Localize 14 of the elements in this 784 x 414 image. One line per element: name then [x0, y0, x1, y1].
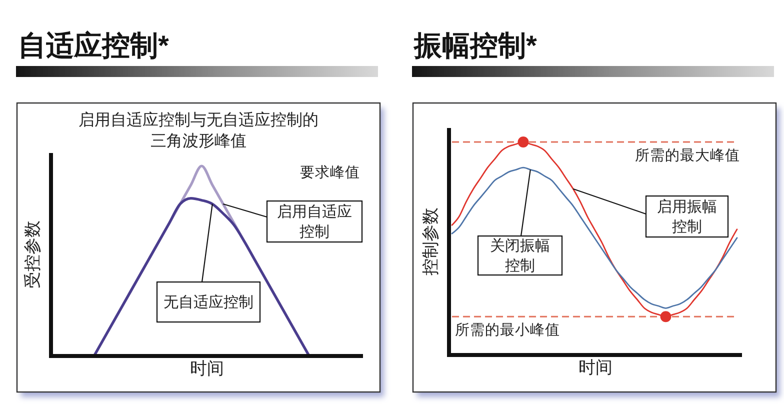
ref-line-label: 所需的最大峰值 [635, 147, 740, 164]
x-axis-title: 时间 [190, 359, 224, 378]
text: 关闭振幅控制 [490, 238, 550, 274]
chart-subtitle: 启用自适应控制与无自适应控制的三角波形峰值 [78, 111, 318, 150]
y-axis-title: 控制参数 [421, 208, 440, 276]
ref-line-label: 所需的最小峰值 [455, 322, 560, 339]
chart-title: 振幅控制* [413, 30, 537, 61]
series-label: 启用自适应控制 [277, 204, 352, 240]
annotation: 要求峰值 [300, 164, 360, 181]
y-axis-title: 受控参数 [23, 220, 42, 288]
x-axis-title: 时间 [578, 358, 612, 377]
series-label: 启用振幅控制 [657, 198, 717, 236]
series-label: 无自适应控制 [164, 294, 254, 311]
chart-title: 自适应控制* [18, 30, 169, 61]
